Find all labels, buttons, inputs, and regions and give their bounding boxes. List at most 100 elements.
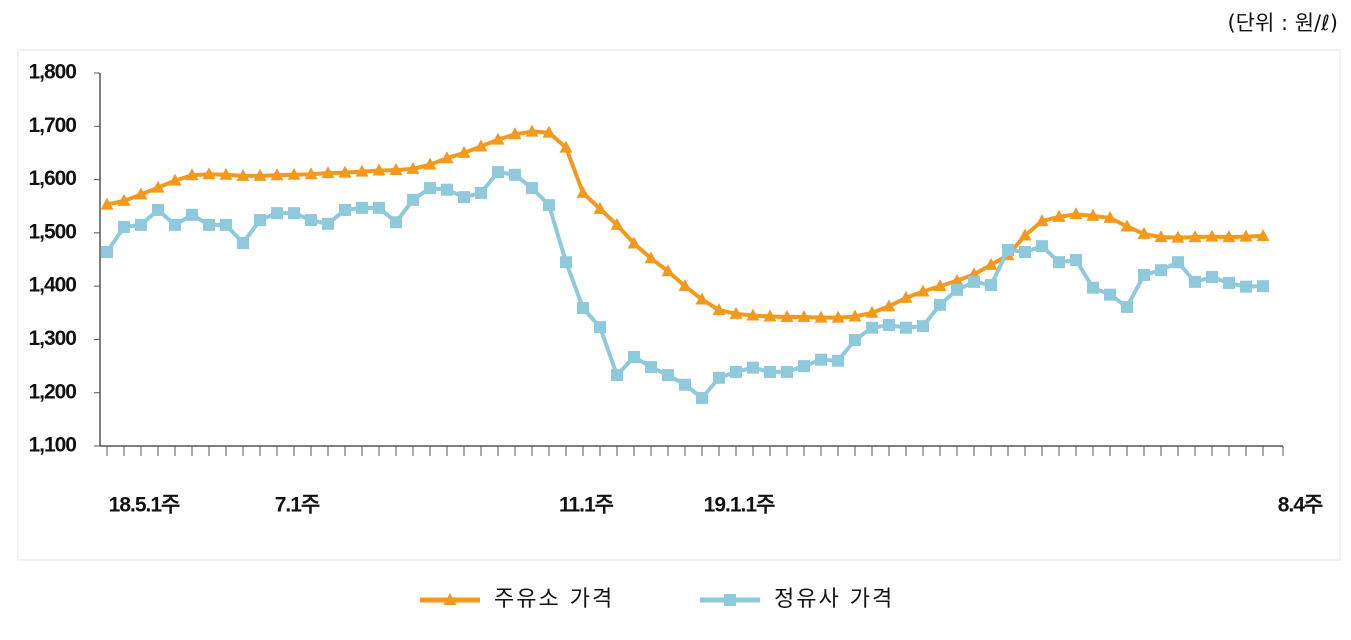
square-marker — [917, 320, 929, 333]
square-marker — [101, 246, 113, 259]
triangle-marker — [406, 161, 420, 174]
square-marker — [985, 279, 997, 292]
triangle-marker — [202, 167, 216, 180]
square-marker — [1206, 271, 1218, 284]
y-tick-label: 1,800 — [28, 61, 76, 84]
square-marker — [628, 351, 640, 364]
x-tick-label: 18.5.1주 — [109, 494, 180, 517]
triangle-marker — [950, 273, 964, 286]
square-marker — [832, 354, 844, 367]
square-marker — [458, 191, 470, 204]
square-marker — [713, 371, 725, 384]
square-marker — [509, 168, 521, 181]
square-marker — [339, 203, 351, 216]
y-tick-label: 1,500 — [28, 220, 76, 243]
triangle-marker — [491, 132, 505, 145]
x-tick-label: 11.1주 — [559, 494, 614, 517]
x-tick-label: 19.1.1주 — [704, 494, 775, 517]
triangle-marker — [831, 310, 845, 323]
triangle-marker — [1052, 209, 1066, 222]
square-marker — [390, 216, 402, 229]
triangle-marker — [814, 310, 828, 323]
square-marker — [951, 283, 963, 296]
triangle-marker — [1154, 230, 1168, 243]
square-marker — [1087, 281, 1099, 294]
triangle-marker — [151, 180, 165, 193]
square-marker — [611, 369, 623, 382]
triangle-marker — [933, 279, 947, 292]
square-marker — [1070, 254, 1082, 267]
square-marker — [1240, 280, 1252, 293]
square-marker — [526, 182, 538, 195]
legend-label: 주유소 가격 — [494, 587, 614, 612]
square-marker — [883, 319, 895, 332]
triangle-marker — [423, 157, 437, 170]
triangle-marker — [168, 173, 182, 186]
square-marker — [1257, 280, 1269, 293]
square-marker — [203, 218, 215, 231]
triangle-marker — [100, 197, 114, 210]
triangle-marker — [1018, 228, 1032, 241]
triangle-marker — [576, 185, 590, 198]
triangle-marker — [593, 201, 607, 214]
square-marker — [594, 321, 606, 334]
square-marker — [475, 186, 487, 199]
square-marker — [747, 361, 759, 374]
triangle-marker — [1171, 230, 1185, 243]
square-marker — [441, 183, 453, 196]
square-marker — [424, 182, 436, 195]
triangle-marker — [984, 257, 998, 270]
triangle-marker — [134, 187, 148, 200]
triangle-marker — [797, 310, 811, 323]
triangle-marker — [457, 145, 471, 158]
triangle-marker — [780, 310, 794, 323]
square-marker — [866, 321, 878, 334]
square-marker — [679, 378, 691, 391]
chart-frame — [17, 49, 1341, 561]
square-marker — [305, 214, 317, 227]
square-marker — [764, 365, 776, 378]
square-marker — [1002, 243, 1014, 256]
triangle-marker — [270, 168, 284, 181]
triangle-marker — [508, 127, 522, 140]
triangle-marker — [1035, 214, 1049, 227]
square-marker — [1121, 300, 1133, 313]
triangle-marker — [443, 593, 457, 605]
square-marker — [730, 365, 742, 378]
square-marker — [900, 321, 912, 334]
triangle-marker — [729, 306, 743, 319]
square-marker — [849, 333, 861, 346]
triangle-marker — [525, 124, 539, 137]
square-marker — [543, 199, 555, 212]
square-marker — [781, 365, 793, 378]
triangle-marker — [627, 236, 641, 249]
square-marker — [1172, 256, 1184, 269]
triangle-marker — [848, 309, 862, 322]
square-marker — [186, 208, 198, 221]
square-marker — [407, 193, 419, 206]
triangle-marker — [746, 308, 760, 321]
triangle-marker — [321, 166, 335, 179]
triangle-marker — [372, 163, 386, 176]
square-marker — [1053, 256, 1065, 269]
y-tick-label: 1,700 — [28, 114, 76, 137]
square-marker — [934, 298, 946, 311]
triangle-marker — [882, 299, 896, 312]
square-marker — [798, 360, 810, 373]
square-marker — [662, 369, 674, 382]
square-marker — [645, 361, 657, 374]
triangle-marker — [474, 139, 488, 152]
triangle-marker — [678, 279, 692, 292]
square-marker — [1019, 246, 1031, 259]
square-marker — [1189, 275, 1201, 288]
triangle-marker — [1086, 208, 1100, 221]
triangle-marker — [253, 168, 267, 181]
triangle-marker — [542, 125, 556, 138]
square-marker — [1223, 276, 1235, 289]
triangle-marker — [1239, 229, 1253, 242]
triangle-marker — [1103, 210, 1117, 223]
square-marker — [1138, 268, 1150, 281]
triangle-marker — [355, 164, 369, 177]
triangle-marker — [1137, 226, 1151, 239]
